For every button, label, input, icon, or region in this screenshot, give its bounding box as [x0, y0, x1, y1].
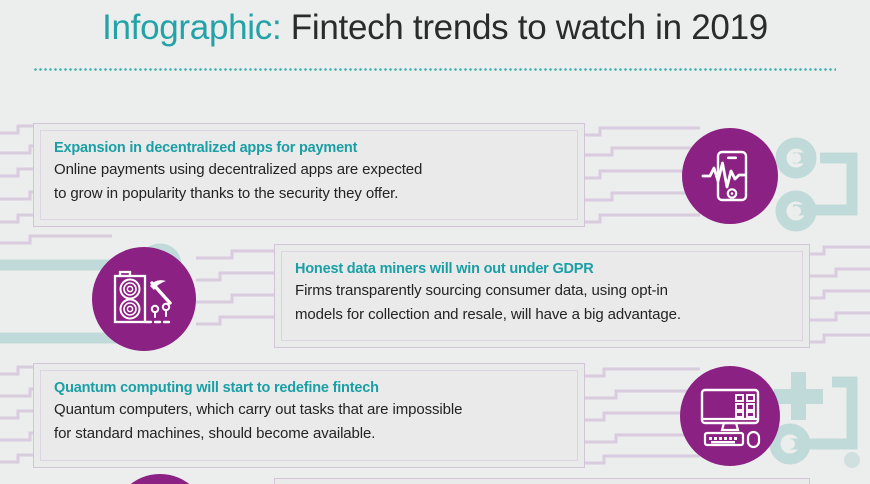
card-body-line-1: Online payments using decentralized apps… [54, 161, 423, 178]
smartphone-pulse-icon [701, 150, 748, 202]
mining-rig-pickaxe-icon-badge [92, 247, 196, 351]
card-body-line-2: for standard machines, should become ava… [54, 425, 376, 442]
card-body-line-1: Quantum computers, which carry out tasks… [54, 401, 463, 418]
mining-rig-pickaxe-icon [113, 270, 174, 324]
desktop-computer-icon [700, 388, 761, 449]
card-inner-border [281, 251, 803, 341]
card-heading: Expansion in decentralized apps for paym… [54, 140, 358, 156]
card-body-line-1: Firms transparently sourcing consumer da… [295, 282, 668, 299]
page-title: Infographic: Fintech trends to watch in … [0, 8, 870, 48]
smartphone-pulse-icon-badge [682, 128, 778, 224]
card-body-line-2: to grow in popularity thanks to the secu… [54, 185, 399, 202]
trend-card-3[interactable]: Quantum computing will start to redefine… [33, 363, 585, 468]
card-body-line-2: models for collection and resale, will h… [295, 306, 681, 323]
partial-icon-badge-below-fold [112, 474, 208, 484]
card-heading: Honest data miners will win out under GD… [295, 261, 594, 277]
title-rest: Fintech trends to watch in 2019 [281, 8, 768, 47]
trend-card-4-partial[interactable] [274, 478, 810, 484]
page-header: Infographic: Fintech trends to watch in … [0, 0, 870, 78]
card-inner-border [40, 370, 578, 461]
trend-card-2[interactable]: Honest data miners will win out under GD… [274, 244, 810, 348]
title-divider-dotted-rule [33, 68, 836, 71]
trend-card-1[interactable]: Expansion in decentralized apps for paym… [33, 123, 585, 227]
desktop-computer-icon-badge [680, 366, 780, 466]
card-text-block: Expansion in decentralized apps for paym… [54, 138, 570, 206]
card-inner-border [40, 130, 578, 220]
title-kicker: Infographic: [102, 8, 282, 47]
card-text-block: Quantum computing will start to redefine… [54, 378, 570, 446]
card-heading: Quantum computing will start to redefine… [54, 380, 379, 396]
card-text-block: Honest data miners will win out under GD… [295, 259, 795, 327]
